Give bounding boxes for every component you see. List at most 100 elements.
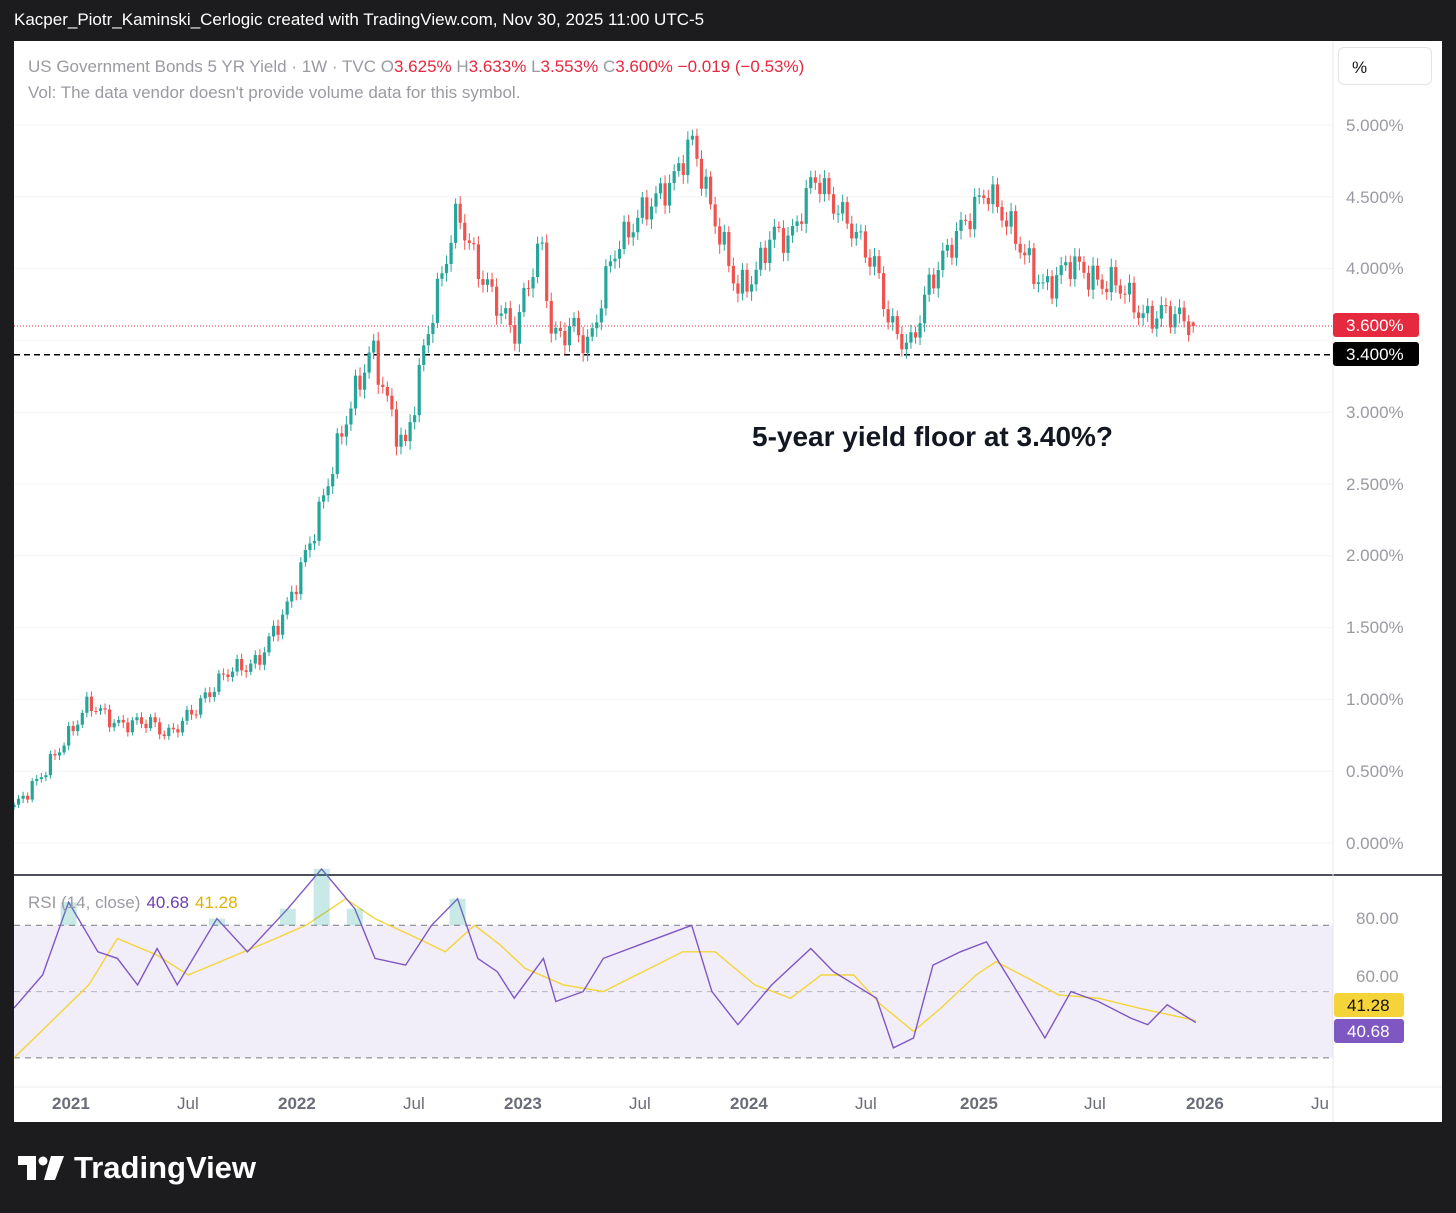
candle-body: [1077, 256, 1081, 262]
candle-body: [1064, 262, 1068, 266]
candle-body: [249, 663, 253, 672]
candle-body: [467, 240, 471, 244]
candle-body: [362, 372, 367, 390]
candle-body: [627, 221, 631, 238]
rsi-overbought-fill: [449, 898, 466, 926]
rsi-ma-value-label: 41.28: [1347, 996, 1390, 1015]
candle-body: [171, 727, 175, 730]
candle-body: [117, 719, 121, 723]
unit-toggle-button[interactable]: %: [1338, 47, 1432, 85]
candle-body: [413, 415, 417, 423]
candle-body: [772, 226, 776, 240]
candle-body: [895, 316, 899, 334]
candle-body: [681, 163, 685, 176]
price-tick: 1.500%: [1346, 618, 1404, 637]
candle-body: [463, 222, 467, 241]
candle-body: [367, 352, 371, 373]
rsi-band: [14, 924, 1333, 1059]
candle-body: [645, 197, 649, 220]
candle-body: [490, 279, 494, 287]
candle-body: [435, 278, 440, 323]
candle-body: [1109, 267, 1113, 293]
candle-body: [1155, 318, 1159, 329]
candle-body: [1132, 282, 1136, 313]
candle-body: [322, 495, 326, 502]
chart-canvas[interactable]: 5.000% 4.500% 4.000% 3.000% 2.500% 2.000…: [14, 41, 1442, 1122]
candle-body: [358, 375, 362, 390]
candle-body: [30, 781, 34, 800]
candle-body: [1114, 267, 1118, 286]
candle-body: [636, 217, 640, 233]
price-tick: 3.000%: [1346, 403, 1404, 422]
candle-body: [654, 193, 658, 207]
price-tick: 0.000%: [1346, 834, 1404, 853]
candle-body: [221, 673, 226, 675]
symbol-name: US Government Bonds 5 YR Yield · 1W · TV…: [28, 57, 377, 76]
open-label: O: [380, 57, 394, 76]
candle-body: [1146, 305, 1150, 314]
candle-body: [668, 182, 672, 206]
candle-body: [340, 433, 344, 437]
candle-body: [576, 317, 581, 336]
candle-body: [631, 232, 635, 238]
candle-body: [517, 312, 521, 344]
candle-body: [699, 158, 704, 189]
candle-body: [800, 221, 804, 224]
candle-body: [531, 277, 535, 289]
candle-body: [845, 202, 849, 224]
candle-body: [963, 219, 968, 221]
candle-body: [1023, 252, 1027, 256]
candle-body: [458, 203, 462, 223]
candle-body: [841, 202, 845, 214]
candle-body: [85, 696, 89, 713]
candle-body: [1032, 248, 1036, 284]
low-value: 3.553%: [540, 57, 599, 76]
candle-body: [941, 250, 945, 271]
rsi-overbought-fill: [313, 868, 330, 926]
candle-body: [308, 543, 312, 551]
candle-body: [1100, 279, 1104, 289]
candle-body: [385, 387, 389, 396]
candle-body: [144, 723, 148, 729]
candle-body: [1009, 211, 1013, 227]
rsi-overbought-fill: [208, 918, 225, 926]
candle-body: [80, 712, 84, 725]
candle-body: [722, 231, 726, 245]
price-tick: 5.000%: [1346, 116, 1404, 135]
candle-body: [326, 486, 330, 496]
time-tick: Jul: [1084, 1094, 1106, 1113]
volume-note: Vol: The data vendor doesn't provide vol…: [28, 83, 521, 102]
candle-body: [540, 242, 544, 244]
candle-body: [267, 636, 271, 653]
candle-body: [1191, 322, 1195, 327]
candle-body: [745, 269, 749, 292]
tradingview-logo[interactable]: TradingView: [18, 1148, 256, 1188]
candle-body: [950, 244, 954, 258]
brand-name: TradingView: [74, 1150, 257, 1185]
candle-body: [317, 501, 321, 541]
candle-body: [982, 195, 986, 198]
candle-body: [39, 777, 43, 780]
candle-body: [918, 323, 922, 338]
candle-body: [481, 279, 485, 285]
chart-annotation[interactable]: 5-year yield floor at 3.40%?: [752, 421, 1114, 452]
candle-body: [1187, 321, 1191, 336]
candle-body: [1164, 305, 1168, 307]
high-value: 3.633%: [468, 57, 527, 76]
candle-body: [868, 257, 872, 267]
chart-panel[interactable]: 5.000% 4.500% 4.000% 3.000% 2.500% 2.000…: [14, 41, 1442, 1122]
candle-body: [203, 692, 207, 699]
candle-body: [440, 273, 444, 279]
candle-body: [57, 752, 62, 756]
candle-body: [1127, 282, 1132, 295]
rsi-value-label: 40.68: [1347, 1022, 1390, 1041]
candle-body: [1014, 211, 1018, 244]
candle-body: [408, 422, 412, 442]
candle-body: [804, 188, 808, 224]
candle-body: [399, 434, 403, 447]
chart-caption: Kacper_Piotr_Kaminski_Cerlogic created w…: [14, 10, 705, 29]
candle-body: [622, 221, 626, 250]
candle-body: [754, 269, 758, 285]
time-tick: Jul: [629, 1094, 651, 1113]
symbol-legend: US Government Bonds 5 YR Yield · 1W · TV…: [28, 57, 804, 77]
